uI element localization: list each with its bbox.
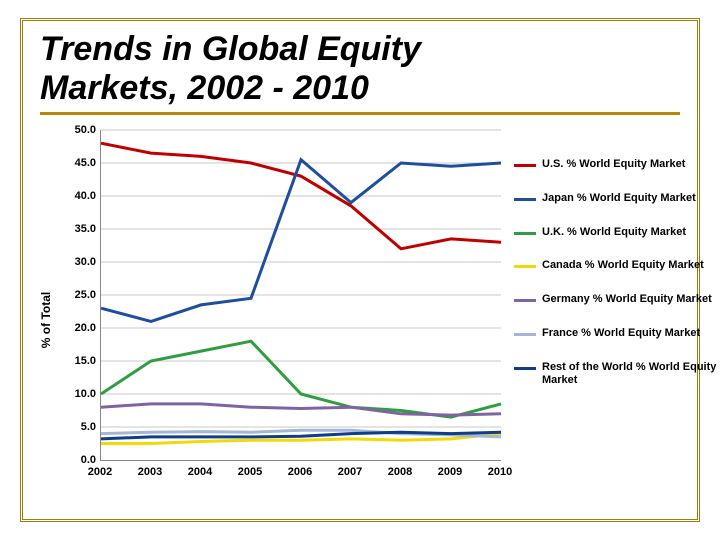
x-tick: 2002 — [88, 466, 112, 478]
legend-label: Germany % World Equity Market — [542, 293, 712, 307]
x-tick: 2006 — [288, 466, 312, 478]
legend-item: Japan % World Equity Market — [514, 192, 720, 206]
plot-region — [100, 130, 501, 461]
legend-label: U.K. % World Equity Market — [542, 226, 686, 240]
legend-swatch — [514, 164, 536, 167]
y-tick: 35.0 — [66, 223, 96, 235]
legend-item: Rest of the World % World Equity Market — [514, 361, 720, 389]
legend-swatch — [514, 367, 536, 370]
series-line — [101, 404, 501, 415]
y-tick: 5.0 — [66, 421, 96, 433]
x-tick: 2005 — [238, 466, 262, 478]
legend-item: U.K. % World Equity Market — [514, 226, 720, 240]
x-tick: 2010 — [488, 466, 512, 478]
legend: U.S. % World Equity Market Japan % World … — [514, 158, 720, 408]
y-tick: 50.0 — [66, 124, 96, 136]
legend-item: Germany % World Equity Market — [514, 293, 720, 307]
legend-label: Canada % World Equity Market — [542, 259, 704, 273]
slide: Trends in Global Equity Markets, 2002 - … — [0, 0, 720, 540]
x-tick: 2008 — [388, 466, 412, 478]
y-tick: 30.0 — [66, 256, 96, 268]
title-underline — [40, 112, 680, 115]
y-tick: 25.0 — [66, 289, 96, 301]
series-line — [101, 341, 501, 417]
title-line2: Markets, 2002 - 2010 — [40, 69, 369, 107]
legend-swatch — [514, 198, 536, 201]
y-tick: 20.0 — [66, 322, 96, 334]
legend-item: U.S. % World Equity Market — [514, 158, 720, 172]
y-tick: 0.0 — [66, 454, 96, 466]
legend-item: France % World Equity Market — [514, 327, 720, 341]
y-axis-label: % of Total — [39, 292, 53, 348]
page-title: Trends in Global Equity Markets, 2002 - … — [40, 30, 500, 115]
legend-label: France % World Equity Market — [542, 327, 700, 341]
x-tick: 2007 — [338, 466, 362, 478]
x-tick: 2009 — [438, 466, 462, 478]
legend-label: Japan % World Equity Market — [542, 192, 696, 206]
title-line1: Trends in Global Equity — [40, 30, 421, 68]
line-series — [101, 130, 501, 460]
y-tick: 45.0 — [66, 157, 96, 169]
x-tick: 2004 — [188, 466, 212, 478]
x-tick: 2003 — [138, 466, 162, 478]
legend-swatch — [514, 299, 536, 302]
legend-swatch — [514, 333, 536, 336]
chart-area: % of Total 0.05.010.015.020.025.030.035.… — [46, 130, 686, 510]
legend-label: U.S. % World Equity Market — [542, 158, 685, 172]
legend-swatch — [514, 265, 536, 268]
y-tick: 15.0 — [66, 355, 96, 367]
y-tick: 40.0 — [66, 190, 96, 202]
legend-swatch — [514, 232, 536, 235]
legend-item: Canada % World Equity Market — [514, 259, 720, 273]
legend-label: Rest of the World % World Equity Market — [542, 361, 720, 389]
y-tick: 10.0 — [66, 388, 96, 400]
